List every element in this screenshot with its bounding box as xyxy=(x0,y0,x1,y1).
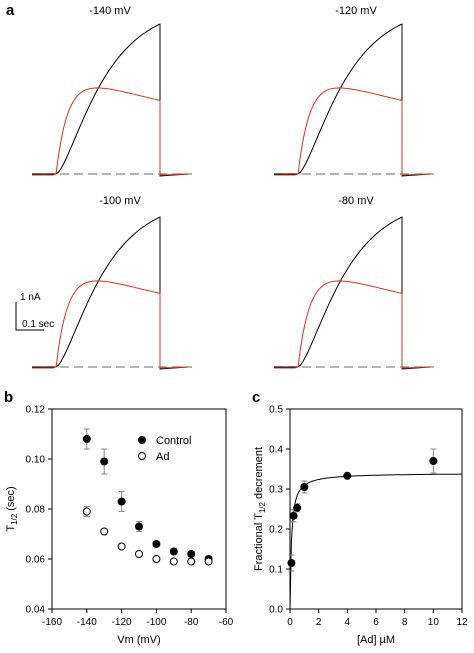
legend-label: Control xyxy=(156,435,191,447)
x-tick-label: -160 xyxy=(42,617,62,628)
x-tick-label: -100 xyxy=(146,617,166,628)
data-point-open xyxy=(100,527,109,536)
x-tick-label: 2 xyxy=(316,617,322,628)
y-tick-label: 0.1 xyxy=(269,565,283,576)
data-point-filled xyxy=(82,435,91,443)
y-tick-label: 0.04 xyxy=(26,605,46,616)
ad-trace xyxy=(274,87,431,176)
x-axis-label: Vm (mV) xyxy=(117,634,160,646)
data-point-filled xyxy=(187,550,196,558)
data-point-filled xyxy=(287,559,296,567)
chart-b: -160 -140 -120 -100 -80 -60 0.04 0.06 0.08 0.10 0.… xyxy=(5,405,234,647)
legend-marker-open xyxy=(138,452,146,460)
data-point-filled xyxy=(289,511,298,520)
scale-bar-time-label: 0.1 sec xyxy=(22,319,54,330)
x-axis-label: [Ad] µM xyxy=(357,634,395,646)
y-tick-label: 0.06 xyxy=(26,555,46,566)
panel-label-c: c xyxy=(252,389,260,406)
data-point-open xyxy=(169,557,178,566)
y-tick-label: 0.08 xyxy=(26,505,46,516)
x-tick-label: 12 xyxy=(456,617,468,628)
y-tick-label: 0.0 xyxy=(269,605,283,616)
chart-c: 0 2 4 6 8 10 12 0.0 0.1 0.2 0.3 0.4 0.5 [Ad] µM Fracti… xyxy=(253,405,468,647)
data-point-open xyxy=(117,542,126,551)
data-point-filled xyxy=(169,547,178,556)
control-trace xyxy=(32,216,189,370)
ad-trace xyxy=(32,87,189,176)
panel-label-b: b xyxy=(4,389,13,406)
control-trace xyxy=(274,23,431,177)
data-point-filled xyxy=(293,503,302,512)
data-point-filled xyxy=(429,457,438,465)
trace-voltage-label: -140 mV xyxy=(89,5,131,17)
control-trace xyxy=(32,23,189,177)
y-tick-label: 0.12 xyxy=(26,405,46,416)
scale-bar-current-label: 1 nA xyxy=(20,292,41,303)
trace-voltage-label: -120 mV xyxy=(335,5,377,17)
ad-trace xyxy=(274,280,431,369)
y-tick-label: 0.5 xyxy=(269,405,283,416)
trace-group: -120 mV xyxy=(274,5,434,177)
legend: Control Ad xyxy=(138,435,191,463)
x-tick-label: 10 xyxy=(428,617,440,628)
legend-marker-filled xyxy=(138,436,146,444)
trace-group: -100 mV xyxy=(32,195,192,370)
data-point-open xyxy=(82,507,91,516)
x-tick-label: 0 xyxy=(287,617,293,628)
data-point-open xyxy=(204,557,213,566)
y-tick-label: 0.2 xyxy=(269,525,283,536)
x-tick-label: 6 xyxy=(373,617,379,628)
data-point-open xyxy=(152,555,161,563)
y-axis-label: Fractional T1/2 decrement xyxy=(253,447,267,571)
x-tick-label: -120 xyxy=(112,617,132,628)
traces-panel: -140 mV -120 mV -100 mV -80 mV xyxy=(32,5,434,370)
data-point-filled xyxy=(135,522,143,531)
trace-voltage-label: -100 mV xyxy=(99,195,141,207)
data-point-filled xyxy=(117,497,126,506)
control-trace xyxy=(274,216,431,370)
panel-label-a: a xyxy=(6,2,15,19)
data-point-filled xyxy=(300,483,309,491)
trace-group: -80 mV xyxy=(274,195,434,370)
y-tick-label: 0.4 xyxy=(269,445,283,456)
ad-trace xyxy=(32,280,189,369)
data-point-open xyxy=(135,550,143,558)
data-point-filled xyxy=(152,540,161,548)
trace-voltage-label: -80 mV xyxy=(338,195,374,207)
y-tick-label: 0.3 xyxy=(269,485,283,496)
data-point-filled xyxy=(343,471,352,480)
x-tick-label: 4 xyxy=(345,617,351,628)
y-tick-label: 0.10 xyxy=(26,455,46,466)
x-tick-label: -60 xyxy=(219,617,234,628)
plot-frame xyxy=(289,408,463,610)
scale-bar: 1 nA 0.1 sec xyxy=(15,292,54,331)
x-tick-label: -80 xyxy=(184,617,199,628)
legend-label: Ad xyxy=(156,451,169,463)
fit-curve xyxy=(289,473,462,610)
data-point-open xyxy=(187,557,196,566)
trace-group: -140 mV xyxy=(32,5,192,177)
data-point-filled xyxy=(100,457,109,466)
y-axis-label: T1/2 (sec) xyxy=(5,486,19,531)
x-tick-label: -140 xyxy=(77,617,97,628)
x-tick-label: 8 xyxy=(402,617,408,628)
